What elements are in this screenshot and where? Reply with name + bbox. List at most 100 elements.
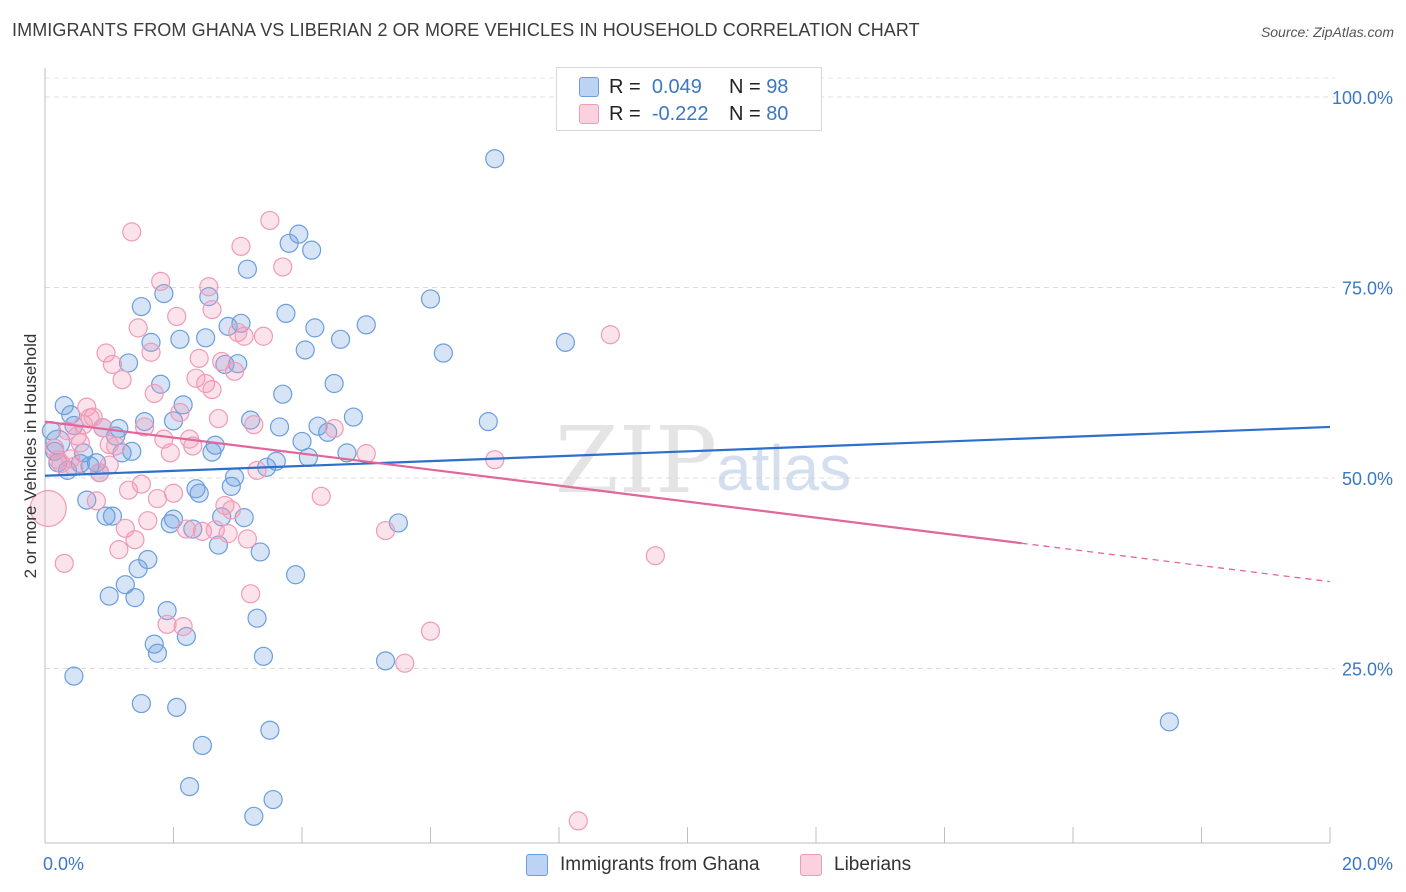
legend-row-ghana: R = 0.049 N = 98: [579, 75, 788, 99]
watermark-zip: ZIP: [555, 407, 717, 514]
y-tick-label: 100.0%: [1332, 88, 1393, 108]
ghana-point: [138, 549, 158, 570]
tick-labels: 25.0% 50.0% 75.0% 100.0% 0.0% 20.0%: [43, 88, 1393, 874]
y-tick-label: 50.0%: [1342, 469, 1393, 489]
trend-line-dashed: [1021, 542, 1331, 583]
n-label: N =: [728, 102, 761, 125]
liberian-point: [375, 520, 396, 541]
ghana-point: [134, 412, 155, 432]
liberian-point: [128, 318, 148, 338]
liberian-point: [141, 342, 161, 362]
ghana-swatch: [579, 77, 599, 97]
liberian-point: [170, 402, 190, 423]
x-tick-label: 0.0%: [43, 854, 84, 874]
ghana-point: [324, 373, 344, 394]
liberian-point: [167, 306, 187, 327]
ghana-point: [96, 506, 116, 526]
ghana-point: [157, 600, 177, 621]
liberian-point: [157, 614, 177, 634]
ghana-point: [131, 693, 151, 714]
liberian-point: [311, 486, 331, 506]
liberian-point: [70, 433, 90, 453]
liberian-point: [151, 271, 171, 292]
liberian-point: [147, 488, 168, 509]
liberian-point: [122, 222, 142, 242]
liberian-point: [395, 653, 415, 673]
liberian-point: [273, 257, 293, 277]
r-value-ghana: 0.049: [651, 75, 702, 98]
liberian-point: [189, 348, 209, 368]
liberian-point: [237, 529, 257, 549]
liberian-point: [83, 407, 103, 427]
ghana-point: [289, 224, 309, 244]
ghana-point: [170, 329, 190, 349]
liberian-point: [600, 325, 621, 345]
liberian-point: [645, 546, 665, 566]
liberian-point: [176, 519, 196, 539]
ghana-point: [131, 296, 151, 317]
y-axis-label: 2 or more Vehicles in Household: [21, 334, 40, 579]
ghana-point: [295, 340, 315, 360]
ghana-point: [99, 586, 119, 606]
ghana-point: [263, 789, 283, 810]
ghana-point: [125, 588, 145, 608]
n-label: N =: [728, 75, 761, 98]
ghana-point: [122, 441, 142, 461]
ghana-point: [375, 651, 396, 671]
ghana-point: [308, 416, 328, 436]
liberian-point: [138, 511, 158, 531]
r-label: R =: [609, 102, 641, 125]
ghana-point: [420, 289, 441, 309]
grid-lines: [45, 77, 1335, 669]
ghana-point: [141, 332, 161, 352]
liberian-point: [221, 500, 241, 520]
ghana-point: [163, 509, 184, 529]
n-value-liberian: 80: [766, 102, 789, 125]
ghana-point: [77, 490, 97, 510]
liberian-point: [241, 584, 261, 604]
watermark: ZIP atlas: [555, 407, 851, 514]
stats-legend: R = 0.049 N = 98 R = -0.222 N = 80: [556, 67, 822, 131]
ghana-point: [64, 666, 84, 686]
liberian-point: [247, 460, 267, 480]
ghana-point: [118, 353, 139, 373]
axes: [44, 68, 1331, 844]
x-tick-label: 20.0%: [1342, 854, 1393, 874]
liberian-point: [64, 456, 84, 477]
liberian-point: [144, 383, 164, 404]
trend-lines: [44, 420, 1331, 583]
ghana-point: [330, 329, 351, 349]
liberian-point: [99, 455, 119, 475]
liberian-point: [199, 277, 219, 297]
ghana-point: [253, 646, 274, 666]
source-label: Source: ZipAtlas.com: [1260, 24, 1394, 40]
liberian-point: [54, 553, 74, 573]
liberian-point: [260, 210, 280, 231]
ghana-point: [196, 328, 216, 348]
liberian-point: [212, 351, 232, 372]
ghana-point: [102, 506, 123, 526]
ghana-point: [237, 259, 257, 279]
legend-item-ghana[interactable]: Immigrants from Ghana: [526, 852, 760, 878]
liberian-point: [96, 343, 116, 363]
liberian-point: [134, 417, 155, 437]
liberian-point: [205, 520, 225, 540]
liberian-point: [77, 397, 97, 417]
chart-title: IMMIGRANTS FROM GHANA VS LIBERIAN 2 OR M…: [12, 20, 920, 40]
ghana-point: [478, 412, 498, 432]
liberian-point: [29, 489, 67, 528]
ghana-point: [1159, 712, 1179, 732]
r-value-liberian: -0.222: [651, 102, 709, 125]
liberian-swatch: [579, 104, 599, 124]
ghana-point: [433, 343, 453, 363]
legend-row-liberian: R = -0.222 N = 80: [579, 102, 788, 126]
liberian-point: [102, 354, 123, 375]
liberian-point: [106, 436, 126, 456]
ghana-point: [250, 542, 270, 562]
legend-item-liberians[interactable]: Liberians: [800, 852, 911, 878]
ghana-point: [244, 806, 264, 826]
liberian-point: [131, 474, 151, 494]
liberian-point: [234, 326, 254, 346]
ghana-point: [147, 643, 168, 663]
ghana-point: [247, 608, 267, 628]
